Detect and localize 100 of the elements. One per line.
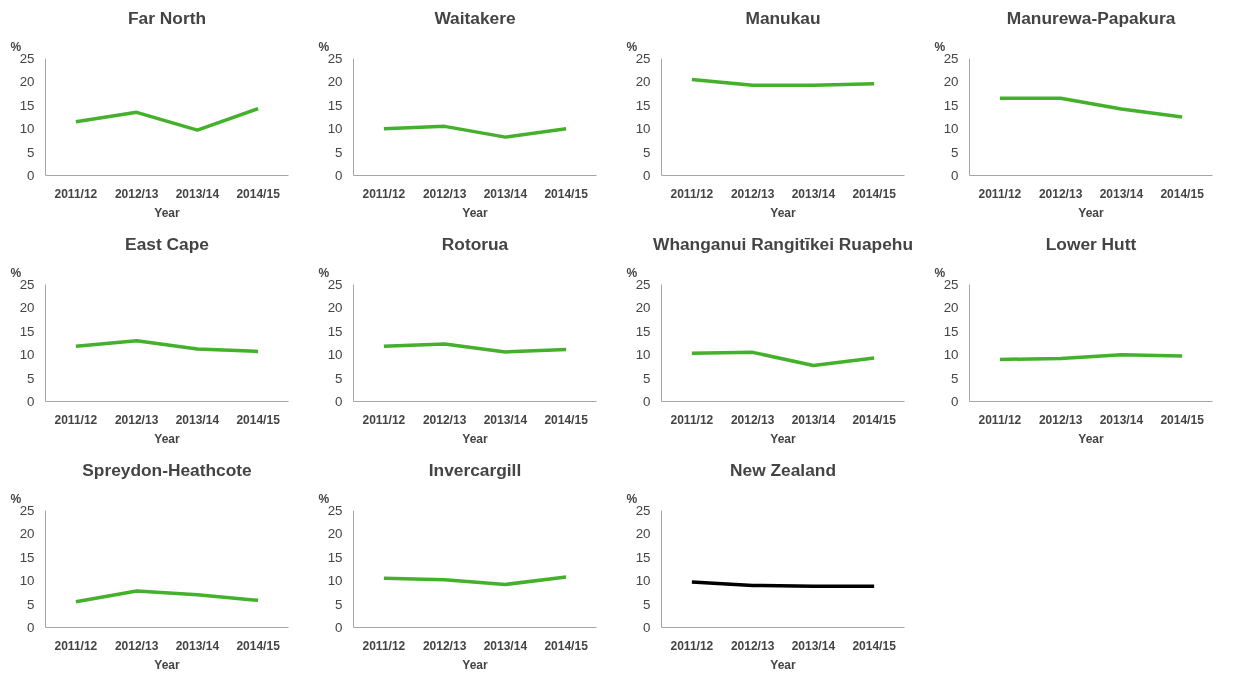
x-tick-label: 2011/12 bbox=[54, 412, 98, 427]
y-tick-label: 25 bbox=[635, 503, 651, 518]
y-axis-title: % bbox=[626, 265, 638, 280]
x-axis-title: Year bbox=[462, 205, 489, 220]
y-tick-label: 5 bbox=[27, 370, 35, 386]
x-axis-title: Year bbox=[770, 205, 797, 220]
x-tick-label: 2014/15 bbox=[544, 412, 589, 427]
y-tick-label: 10 bbox=[943, 121, 959, 137]
y-tick-label: 15 bbox=[635, 97, 651, 113]
y-axis-title: % bbox=[10, 265, 22, 280]
x-tick-label: 2011/12 bbox=[670, 412, 714, 427]
y-tick-label: 0 bbox=[951, 394, 959, 409]
y-tick-label: 10 bbox=[635, 573, 651, 589]
x-tick-label: 2013/14 bbox=[175, 186, 220, 201]
y-tick-label: 10 bbox=[635, 121, 651, 137]
x-tick-label: 2013/14 bbox=[483, 186, 528, 201]
y-tick-label: 15 bbox=[635, 323, 651, 339]
y-tick-label: 20 bbox=[327, 74, 343, 90]
y-axis-title: % bbox=[318, 491, 330, 506]
y-axis-title: % bbox=[934, 265, 946, 280]
chart-title: Manurewa-Papakura bbox=[1006, 7, 1176, 28]
y-tick-label: 0 bbox=[27, 620, 35, 635]
x-tick-label: 2013/14 bbox=[791, 412, 836, 427]
y-tick-label: 10 bbox=[635, 347, 651, 363]
y-tick-label: 10 bbox=[327, 121, 343, 137]
y-axis-title: % bbox=[10, 39, 22, 54]
x-tick-label: 2014/15 bbox=[1160, 186, 1205, 201]
chart-title: Invercargill bbox=[428, 459, 522, 480]
line-series bbox=[382, 342, 568, 354]
x-tick-label: 2012/13 bbox=[730, 186, 775, 201]
y-tick-label: 15 bbox=[19, 97, 35, 113]
y-tick-label: 5 bbox=[335, 144, 343, 160]
x-tick-label: 2013/14 bbox=[175, 638, 220, 653]
y-axis-title: % bbox=[318, 265, 330, 280]
y-tick-label: 5 bbox=[27, 596, 35, 612]
y-tick-label: 15 bbox=[19, 323, 35, 339]
x-tick-label: 2014/15 bbox=[852, 186, 897, 201]
x-axis-title: Year bbox=[154, 657, 181, 672]
y-tick-label: 25 bbox=[19, 277, 35, 292]
x-tick-label: 2011/12 bbox=[362, 638, 406, 653]
y-tick-label: 5 bbox=[335, 596, 343, 612]
chart-title: East Cape bbox=[125, 233, 210, 254]
x-tick-label: 2013/14 bbox=[483, 638, 528, 653]
chart-title: Whanganui Rangitīkei Ruapehu bbox=[653, 233, 913, 254]
x-tick-label: 2011/12 bbox=[362, 186, 406, 201]
y-tick-label: 0 bbox=[335, 168, 343, 183]
line-series bbox=[74, 106, 260, 132]
x-axis-title: Year bbox=[770, 431, 797, 446]
y-tick-label: 0 bbox=[335, 394, 343, 409]
x-tick-label: 2011/12 bbox=[670, 186, 714, 201]
x-tick-label: 2011/12 bbox=[978, 186, 1022, 201]
x-axis-title: Year bbox=[154, 205, 181, 220]
y-tick-label: 0 bbox=[643, 168, 651, 183]
y-tick-label: 5 bbox=[951, 144, 959, 160]
y-tick-label: 25 bbox=[943, 277, 959, 292]
x-axis-title: Year bbox=[154, 431, 181, 446]
y-tick-label: 5 bbox=[27, 144, 35, 160]
y-tick-label: 25 bbox=[327, 503, 343, 518]
x-tick-label: 2014/15 bbox=[236, 186, 281, 201]
chart-title: Lower Hutt bbox=[1045, 233, 1137, 254]
y-tick-label: 15 bbox=[943, 97, 959, 113]
x-axis-title: Year bbox=[1078, 205, 1105, 220]
y-tick-label: 20 bbox=[19, 526, 35, 542]
x-tick-label: 2014/15 bbox=[852, 638, 897, 653]
y-axis-title: % bbox=[626, 39, 638, 54]
y-tick-label: 5 bbox=[643, 144, 651, 160]
x-tick-label: 2012/13 bbox=[114, 412, 159, 427]
y-tick-label: 5 bbox=[335, 370, 343, 386]
y-tick-label: 20 bbox=[19, 300, 35, 316]
y-tick-label: 20 bbox=[327, 300, 343, 316]
y-tick-label: 10 bbox=[327, 347, 343, 363]
y-tick-label: 0 bbox=[335, 620, 343, 635]
line-series bbox=[74, 338, 260, 354]
x-tick-label: 2013/14 bbox=[483, 412, 528, 427]
y-tick-label: 15 bbox=[635, 549, 651, 565]
y-tick-label: 25 bbox=[327, 51, 343, 66]
x-tick-label: 2012/13 bbox=[422, 412, 467, 427]
x-axis-title: Year bbox=[770, 657, 797, 672]
y-tick-label: 20 bbox=[327, 526, 343, 542]
x-tick-label: 2014/15 bbox=[1160, 412, 1205, 427]
x-tick-label: 2012/13 bbox=[730, 638, 775, 653]
y-tick-label: 15 bbox=[327, 323, 343, 339]
y-tick-label: 0 bbox=[643, 394, 651, 409]
x-tick-label: 2013/14 bbox=[175, 412, 220, 427]
y-tick-label: 25 bbox=[943, 51, 959, 66]
x-tick-label: 2011/12 bbox=[54, 186, 98, 201]
y-tick-label: 15 bbox=[943, 323, 959, 339]
y-tick-label: 5 bbox=[643, 596, 651, 612]
x-tick-label: 2013/14 bbox=[1099, 186, 1144, 201]
y-tick-label: 25 bbox=[635, 277, 651, 292]
y-tick-label: 20 bbox=[635, 300, 651, 316]
chart-title: Far North bbox=[128, 7, 206, 28]
y-tick-label: 25 bbox=[327, 277, 343, 292]
y-tick-label: 0 bbox=[27, 394, 35, 409]
chart-title: Rotorua bbox=[441, 233, 509, 254]
chart-title: New Zealand bbox=[730, 459, 836, 480]
y-tick-label: 15 bbox=[327, 549, 343, 565]
x-axis-title: Year bbox=[462, 431, 489, 446]
y-axis-title: % bbox=[318, 39, 330, 54]
line-series bbox=[382, 575, 568, 587]
